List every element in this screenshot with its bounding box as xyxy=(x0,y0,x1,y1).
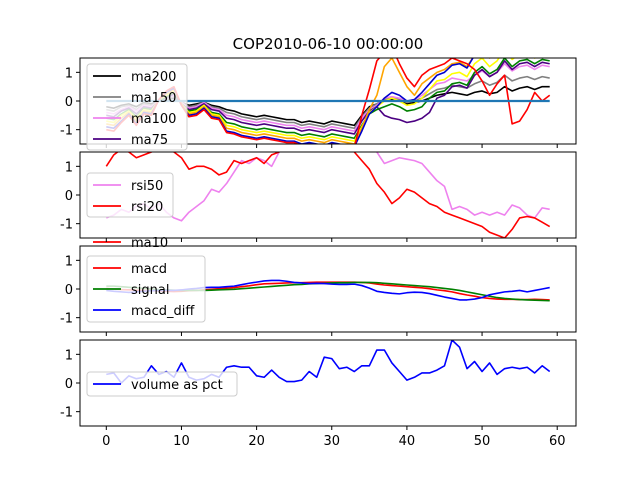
legend-macd: macd signal macd_diff xyxy=(86,255,206,323)
legend-overflow-text: ma10 xyxy=(131,236,168,251)
y-tick-label: -1 xyxy=(60,406,73,421)
legend-label: macd_diff xyxy=(131,304,195,319)
legend-label: ma150 xyxy=(131,91,176,106)
y-tick-label: 1 xyxy=(65,66,73,81)
x-tick-label: 40 xyxy=(399,434,416,449)
series-rsi50-line xyxy=(106,152,550,222)
legend-moving-averages: ma200 ma150 ma100 ma75 xyxy=(86,63,188,151)
x-tick-label: 50 xyxy=(474,434,491,449)
y-tick-label: 1 xyxy=(65,348,73,363)
series-volume-as-pct-line xyxy=(106,340,551,384)
legend-volume: volume as pct xyxy=(86,371,238,397)
y-tick-label: 0 xyxy=(65,189,73,204)
legend-label: ma100 xyxy=(131,112,176,127)
legend-box xyxy=(86,63,188,151)
legend-label: rsi20 xyxy=(131,200,163,215)
x-tick-label: 60 xyxy=(549,434,566,449)
legend-box xyxy=(86,255,206,323)
y-tick-label: 0 xyxy=(65,95,73,110)
chart-title: COP2010-06-10 00:00:00 xyxy=(233,35,424,53)
series-rsi20-line xyxy=(105,152,551,238)
legend-overflow-below: ma10 xyxy=(87,236,183,251)
y-tick-label: -1 xyxy=(60,312,73,327)
legend-label: signal xyxy=(131,283,169,298)
legend-label: volume as pct xyxy=(131,378,223,393)
legend-label: ma200 xyxy=(131,70,176,85)
y-tick-label: 0 xyxy=(65,283,73,298)
legend-label: ma75 xyxy=(131,133,168,148)
x-tick-label: 20 xyxy=(248,434,265,449)
legend-box xyxy=(86,371,238,397)
panel-moving-averages: -1 0 1 ma200 ma150 ma100 ma75 ma10 xyxy=(60,57,577,251)
x-tick-label: 0 xyxy=(102,434,110,449)
x-tick-label: 30 xyxy=(323,434,340,449)
legend-rsi: rsi50 rsi20 xyxy=(86,172,174,218)
series-group xyxy=(106,340,551,384)
legend-label: rsi50 xyxy=(131,179,163,194)
y-tick-label: -1 xyxy=(60,124,73,139)
y-tick-label: -1 xyxy=(60,218,73,233)
x-tick-label: 10 xyxy=(173,434,190,449)
y-tick-label: 1 xyxy=(65,254,73,269)
legend-label: macd xyxy=(131,262,167,277)
chart-panels: -1 0 1 ma200 ma150 ma100 ma75 ma10 -1 0 1 rsi50 rsi2… xyxy=(60,57,577,449)
legend-overflow-bg xyxy=(87,238,183,246)
panel-macd: -1 0 1 macd signal macd_diff xyxy=(60,245,577,336)
panel-rsi: -1 0 1 rsi50 rsi20 xyxy=(60,151,577,242)
legend-label: ma10 xyxy=(131,236,168,251)
series-group xyxy=(105,152,551,238)
y-tick-label: 0 xyxy=(65,377,73,392)
y-tick-label: 1 xyxy=(65,160,73,175)
